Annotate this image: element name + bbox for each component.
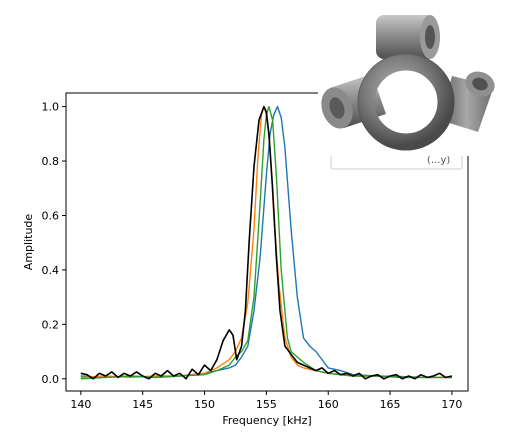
x-tick-label: 145 — [132, 398, 153, 411]
x-tick-label: 170 — [441, 398, 462, 411]
y-tick-label: 0.2 — [42, 318, 60, 331]
inset-3d-render — [318, 8, 518, 156]
x-tick-label: 140 — [70, 398, 91, 411]
series-line-2 — [80, 105, 452, 380]
legend-fragment: (...y) — [427, 155, 450, 166]
x-tick-label: 150 — [194, 398, 215, 411]
x-tick-label: 160 — [318, 398, 339, 411]
top-cylinder — [376, 15, 440, 59]
x-tick-label: 165 — [380, 398, 401, 411]
x-axis-label: Frequency [kHz] — [222, 414, 311, 427]
y-axis-label: Amplitude — [22, 214, 35, 271]
x-tick-label: 155 — [256, 398, 277, 411]
series-line-3 — [80, 105, 453, 380]
x-axis-ticks: 140 145 150 155 160 165 170 — [70, 391, 462, 411]
series-layer — [80, 105, 453, 380]
y-tick-label: 1.0 — [42, 101, 60, 114]
y-tick-label: 0.6 — [42, 209, 60, 222]
y-tick-label: 0.4 — [42, 264, 60, 277]
right-cylinder — [440, 71, 495, 132]
y-tick-label: 0.0 — [42, 373, 60, 386]
y-axis-ticks: 0.0 0.2 0.4 0.6 0.8 1.0 — [42, 101, 66, 386]
central-ring — [357, 53, 455, 151]
y-tick-label: 0.8 — [42, 155, 60, 168]
